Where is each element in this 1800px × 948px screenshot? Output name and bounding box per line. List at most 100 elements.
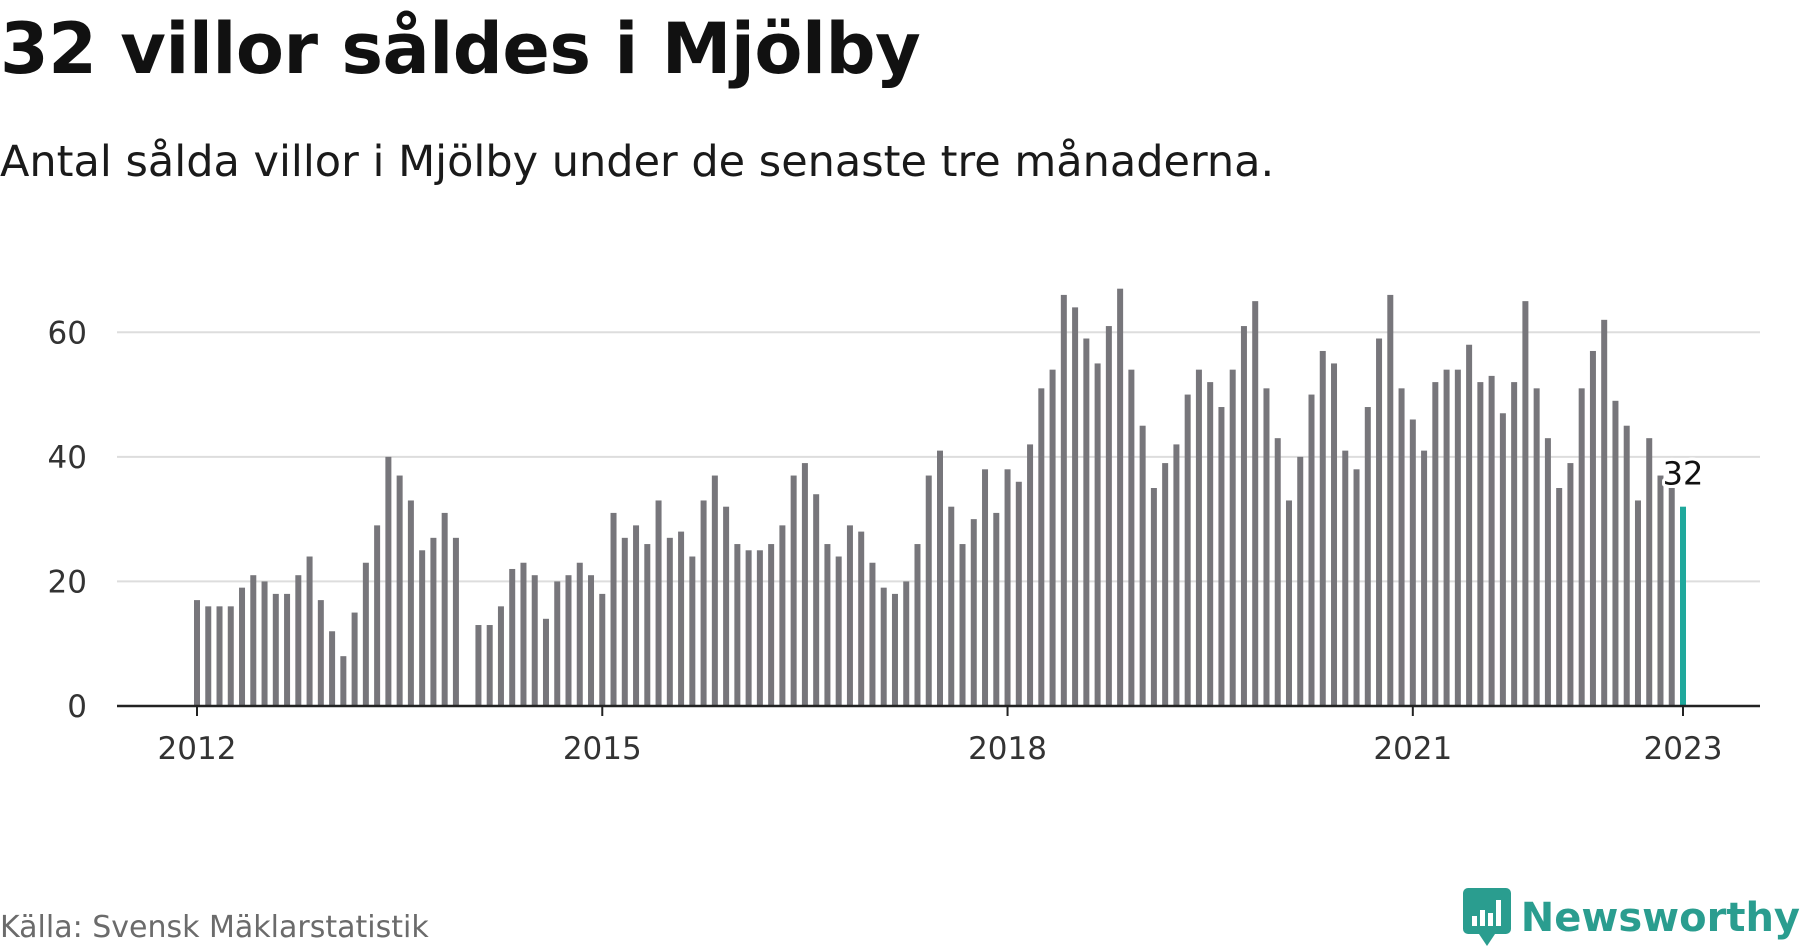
bar — [790, 475, 797, 706]
x-tick-label: 2021 — [1373, 731, 1452, 767]
bar — [374, 525, 381, 706]
bar — [351, 612, 358, 706]
bar — [227, 606, 234, 706]
brand-logo: Newsworthy — [1462, 888, 1800, 948]
bar — [520, 562, 527, 706]
bar — [993, 512, 1000, 706]
bar — [678, 531, 685, 706]
bar — [1139, 425, 1146, 706]
bar — [1308, 394, 1315, 706]
bar — [1364, 407, 1371, 706]
highlight-value-label: 32 — [1663, 455, 1704, 493]
bar — [396, 475, 403, 706]
bar — [1207, 382, 1214, 706]
bar — [329, 631, 336, 706]
bar — [1218, 407, 1225, 706]
bar — [239, 587, 246, 706]
data-labels: 32 — [1660, 452, 1707, 496]
bar — [205, 606, 212, 706]
bar — [1004, 469, 1011, 706]
bar — [588, 575, 595, 706]
bar — [1544, 438, 1551, 706]
x-tick-label: 2018 — [968, 731, 1047, 767]
bar — [1499, 413, 1506, 706]
bar — [1353, 469, 1360, 706]
bar — [250, 575, 257, 706]
chart-subtitle: Antal sålda villor i Mjölby under de sen… — [0, 137, 1275, 187]
bar — [194, 600, 200, 706]
bar — [1173, 444, 1180, 706]
bar — [1060, 294, 1067, 706]
bar — [1184, 394, 1191, 706]
bar — [891, 593, 898, 706]
bar — [1668, 488, 1675, 706]
bar — [1038, 388, 1045, 706]
bar — [497, 606, 504, 706]
bar — [284, 593, 291, 706]
bar — [565, 575, 572, 706]
brand-name: Newsworthy — [1520, 895, 1800, 941]
bar — [1387, 294, 1394, 706]
bar — [824, 544, 831, 706]
bar — [317, 600, 324, 706]
bar — [1285, 500, 1292, 706]
bar — [509, 568, 516, 706]
bar — [858, 531, 865, 706]
bar — [880, 587, 887, 706]
bar — [452, 537, 459, 706]
bar — [475, 625, 482, 706]
x-tick-label: 2023 — [1644, 731, 1723, 767]
x-axis-ticks: 2012 2015 2018 2021 2023 — [158, 706, 1723, 767]
bar — [1083, 338, 1090, 706]
bar — [576, 562, 583, 706]
bar — [1376, 338, 1383, 706]
bar — [925, 475, 932, 706]
bar — [362, 562, 369, 706]
bar — [272, 593, 279, 706]
bar — [689, 556, 696, 706]
bar — [1578, 388, 1585, 706]
bar — [768, 544, 775, 706]
bar — [610, 512, 617, 706]
bar — [869, 562, 876, 706]
bar — [982, 469, 989, 706]
bar — [1522, 301, 1529, 706]
bar — [1319, 350, 1326, 706]
bar — [1094, 363, 1101, 706]
bar — [846, 525, 853, 706]
bar — [970, 519, 977, 706]
chart-title: 32 villor såldes i Mjölby — [0, 8, 921, 90]
bar — [1511, 382, 1518, 706]
bar — [666, 537, 673, 706]
bar — [542, 618, 549, 706]
y-axis-ticks: 0 20 40 60 — [48, 315, 87, 725]
x-tick-label: 2015 — [563, 731, 642, 767]
bar — [1117, 288, 1124, 706]
bar — [756, 550, 763, 706]
bar — [1195, 369, 1202, 706]
y-tick-label: 40 — [48, 440, 87, 476]
bar — [621, 537, 628, 706]
bar — [486, 625, 493, 706]
bar — [801, 463, 808, 706]
bar — [1634, 500, 1641, 706]
bar — [1556, 488, 1563, 706]
bar — [407, 500, 414, 706]
bar — [914, 544, 921, 706]
bar — [1488, 375, 1495, 706]
bar — [599, 593, 606, 706]
bar — [937, 450, 943, 706]
bar — [779, 525, 786, 706]
bar — [959, 544, 966, 706]
bar — [340, 656, 347, 706]
bar — [1466, 344, 1473, 706]
bar — [1567, 463, 1574, 706]
y-tick-label: 60 — [48, 315, 87, 351]
bar — [1421, 450, 1428, 706]
bar — [1274, 438, 1281, 706]
bar — [723, 506, 730, 706]
bar — [554, 581, 561, 706]
bar — [1072, 307, 1079, 706]
bar — [655, 500, 662, 706]
bar — [745, 550, 752, 706]
